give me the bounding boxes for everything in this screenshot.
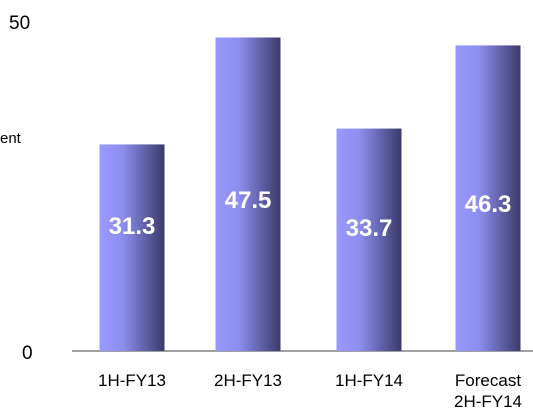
data-label-2: 47.5	[225, 187, 272, 214]
bar-3	[336, 128, 402, 351]
y-tick-label-min: 0	[22, 343, 33, 364]
category-label-3: 1H-FY14	[335, 371, 403, 390]
bars-group	[99, 37, 521, 352]
annotation-text: ent	[0, 130, 22, 147]
bar-1	[99, 144, 165, 351]
y-tick-label-max: 50	[9, 13, 30, 34]
category-label-1: 1H-FY13	[98, 371, 166, 390]
data-label-4: 46.3	[465, 191, 512, 218]
category-labels-group: 1H-FY13 2H-FY13 1H-FY14 Forecast 2H-FY14	[98, 371, 522, 411]
data-labels-group: 31.3 47.5 33.7 46.3	[109, 187, 512, 242]
bar-4	[455, 45, 521, 352]
category-label-4-line-1: Forecast	[455, 371, 521, 390]
category-label-2: 2H-FY13	[214, 371, 282, 390]
data-label-3: 33.7	[346, 215, 393, 242]
data-label-1: 31.3	[109, 213, 156, 240]
bar-2	[215, 37, 281, 351]
category-label-4-line-2: 2H-FY14	[454, 392, 522, 411]
